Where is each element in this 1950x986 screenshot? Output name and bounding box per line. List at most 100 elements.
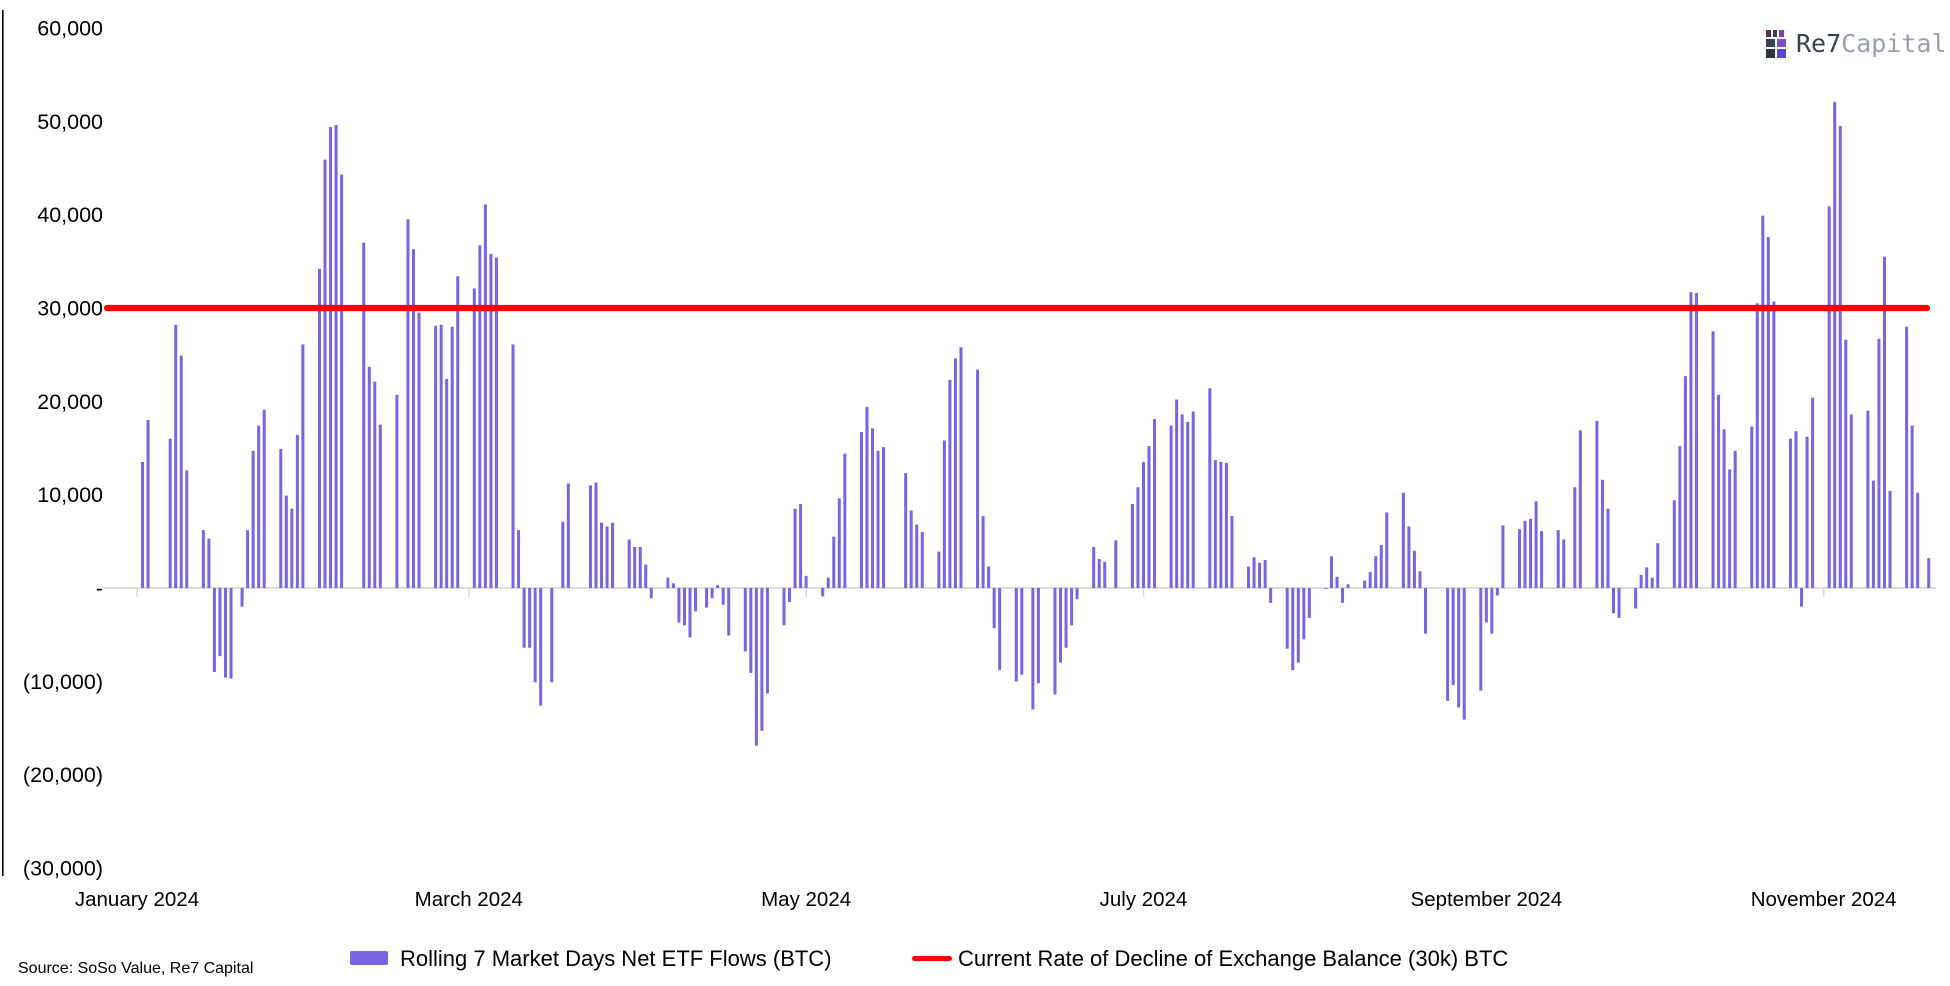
bar	[1484, 588, 1488, 623]
bar	[1014, 588, 1018, 682]
bar	[671, 583, 675, 588]
reference-line-30k	[104, 304, 1930, 312]
x-axis-tick	[1822, 588, 1825, 597]
bar	[1573, 487, 1577, 588]
bar	[1518, 529, 1521, 588]
bar	[1285, 588, 1289, 649]
bar	[799, 504, 803, 588]
bar	[1335, 576, 1339, 588]
bar	[716, 585, 720, 588]
bar	[1219, 462, 1223, 588]
bar	[218, 588, 222, 657]
bar	[754, 588, 758, 746]
bar	[832, 536, 836, 588]
bar	[1213, 460, 1217, 588]
bar	[1490, 588, 1494, 634]
bar	[826, 577, 830, 588]
bar	[953, 358, 957, 588]
bar	[262, 409, 266, 588]
bar	[1224, 462, 1228, 588]
bar	[1269, 588, 1273, 603]
legend-bar-swatch	[350, 951, 388, 965]
bar	[1252, 557, 1256, 588]
bar	[1036, 588, 1040, 684]
x-axis-tick	[1142, 588, 1145, 597]
bar	[666, 577, 670, 588]
bar	[909, 510, 913, 588]
bar	[981, 516, 985, 588]
bar	[434, 325, 438, 588]
bar	[1191, 411, 1195, 588]
bar	[948, 379, 952, 588]
bar	[882, 447, 886, 588]
bar	[821, 588, 825, 597]
bar	[1307, 588, 1311, 618]
bar	[229, 588, 233, 679]
bar	[1258, 562, 1262, 588]
bar	[937, 551, 941, 588]
y-axis-label: 50,000	[37, 110, 103, 134]
bar	[279, 448, 283, 588]
bar	[329, 126, 333, 588]
bar	[633, 546, 637, 588]
bar	[1141, 462, 1145, 588]
bar	[395, 394, 399, 588]
bar	[1612, 588, 1616, 614]
bar	[1263, 560, 1267, 588]
bar	[1324, 588, 1328, 589]
bar	[1672, 500, 1676, 588]
bar	[605, 526, 609, 588]
bar	[782, 588, 786, 626]
bar	[240, 588, 244, 607]
bar	[1645, 567, 1649, 588]
bar	[710, 588, 714, 599]
bar	[1114, 540, 1118, 588]
bar	[804, 575, 808, 588]
logo-text-re7: Re7	[1796, 29, 1842, 58]
bar	[439, 324, 443, 588]
bar	[1407, 526, 1411, 588]
bar	[1136, 487, 1140, 588]
bar	[1827, 206, 1831, 588]
bar	[920, 532, 924, 588]
bar	[1805, 436, 1809, 588]
x-axis-tick	[136, 588, 138, 597]
bar	[1247, 566, 1251, 588]
bar	[870, 428, 874, 588]
bar	[1291, 588, 1295, 671]
bar	[788, 588, 792, 602]
bar	[1020, 588, 1024, 675]
x-axis-tick	[805, 588, 807, 597]
bar	[212, 588, 216, 672]
bar	[246, 530, 250, 588]
bar	[638, 546, 642, 588]
bar	[600, 522, 604, 588]
bar	[843, 453, 847, 588]
bar	[539, 588, 543, 706]
bar	[727, 588, 731, 636]
bar	[1794, 431, 1798, 588]
bar	[1423, 588, 1427, 634]
bar	[865, 406, 869, 588]
bar	[1844, 339, 1848, 588]
bar	[146, 420, 150, 588]
bar	[1755, 303, 1759, 588]
bar	[1689, 292, 1693, 588]
bar	[450, 326, 454, 588]
bar	[1385, 512, 1389, 588]
bar	[1363, 580, 1367, 588]
bar	[550, 588, 554, 683]
bar	[1600, 479, 1604, 588]
x-axis-label: May 2024	[761, 888, 851, 911]
re7-capital-logo: Re7Capital	[1766, 29, 1947, 58]
bar	[1905, 326, 1909, 588]
bar	[1169, 425, 1173, 588]
y-axis-label: (20,000)	[23, 763, 103, 787]
bar	[588, 485, 592, 588]
bar	[682, 588, 686, 626]
bar	[1175, 399, 1179, 588]
bar	[1495, 588, 1499, 596]
bar	[1578, 430, 1582, 588]
bar	[1401, 492, 1405, 588]
y-axis-label: 10,000	[37, 483, 103, 507]
